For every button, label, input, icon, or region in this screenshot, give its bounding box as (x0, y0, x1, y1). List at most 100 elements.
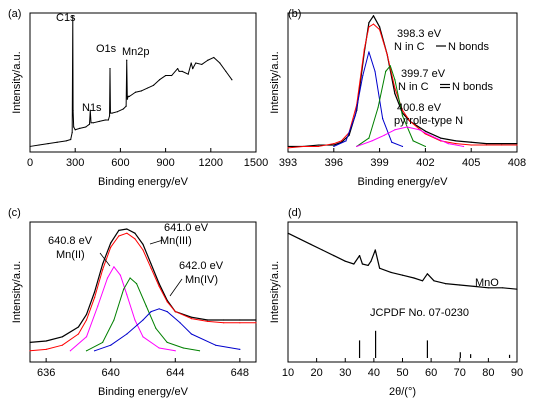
data-point (146, 87, 149, 89)
data-point (340, 140, 343, 142)
data-point (223, 319, 225, 321)
y-axis-title: Intensity/a.u. (269, 51, 281, 113)
data-point (126, 98, 128, 100)
data-point (287, 145, 289, 148)
series-line-4 (356, 126, 464, 147)
data-point (111, 112, 113, 114)
annotation-leader (149, 239, 164, 245)
data-point (310, 243, 312, 245)
x-tick-label: 396 (325, 157, 343, 169)
data-point (190, 318, 193, 320)
data-point (287, 147, 289, 149)
data-point (371, 140, 373, 142)
data-point (142, 336, 144, 338)
data-point (433, 280, 435, 282)
x-tick-label: 393 (279, 157, 297, 169)
data-point (356, 145, 358, 148)
component-energy-label: 640.8 eV (48, 235, 93, 247)
component-assignment-label: Mn(III) (160, 235, 192, 247)
data-point (401, 145, 404, 148)
data-point (418, 129, 420, 131)
data-point (61, 336, 63, 338)
data-point (374, 249, 376, 251)
x-axis-title: Binding energy/eV (98, 386, 189, 398)
data-point (192, 68, 194, 70)
y-axis-title: Intensity/a.u. (11, 51, 23, 113)
chart-panel-2: (c) 636 640 644 648 Binding energy/eV Intensit… (8, 207, 257, 398)
data-point (29, 145, 31, 148)
peak-annotation: C1s (56, 12, 76, 24)
data-point (368, 51, 370, 53)
data-point (85, 336, 88, 338)
data-point (390, 271, 392, 273)
x-tick-label: 300 (66, 157, 84, 169)
data-point (379, 267, 381, 269)
component-bond-label: N bonds (448, 41, 489, 53)
data-point (65, 140, 67, 142)
x-tick-label: 405 (462, 157, 480, 169)
data-point (389, 65, 391, 67)
data-point (501, 143, 503, 145)
data-point (72, 15, 74, 17)
data-point (134, 319, 136, 321)
data-point (501, 144, 503, 146)
data-point (333, 255, 335, 257)
data-point (459, 284, 461, 286)
data-point (391, 141, 393, 143)
peak-annotation: N1s (82, 102, 102, 114)
x-tick-label: 20 (311, 367, 323, 379)
data-point (470, 144, 472, 146)
data-point (45, 348, 47, 350)
component-assignment-label: N in C (394, 41, 425, 53)
data-point (444, 283, 447, 285)
data-point (401, 115, 404, 117)
data-point (119, 274, 121, 276)
data-point (379, 26, 381, 28)
panel-label: (c) (8, 207, 21, 219)
data-point (166, 301, 168, 303)
data-point (333, 145, 335, 148)
data-point (29, 350, 31, 352)
data-point (223, 322, 225, 324)
data-point (71, 131, 73, 134)
data-point (165, 74, 167, 77)
chart-panels: (a) 0 300 600 900 1200 1500 Binding energy/eV In… (8, 8, 526, 398)
data-point (123, 288, 125, 290)
data-point (333, 143, 335, 145)
data-point (70, 138, 72, 141)
data-point (79, 127, 81, 129)
data-point (85, 350, 88, 352)
data-point (516, 143, 518, 145)
data-point (126, 228, 128, 230)
data-point (102, 269, 104, 271)
data-point (363, 48, 365, 50)
data-point (85, 319, 88, 321)
panel-label: (b) (288, 8, 301, 20)
data-point (158, 347, 160, 349)
data-point (102, 341, 104, 343)
data-point (158, 285, 160, 287)
data-point (361, 263, 364, 265)
data-point (385, 70, 387, 72)
data-point (126, 232, 128, 234)
data-point (368, 137, 370, 139)
x-tick-label: 402 (416, 157, 434, 169)
data-point (125, 105, 127, 107)
data-point (98, 120, 100, 123)
data-point (166, 311, 168, 313)
data-point (421, 280, 424, 282)
component-energy-label: 398.3 eV (397, 28, 442, 40)
x-tick-label: 640 (102, 367, 120, 379)
data-point (287, 232, 289, 234)
phase-label: MnO (475, 277, 499, 289)
data-point (485, 144, 488, 146)
data-point (152, 84, 155, 86)
data-point (379, 29, 381, 31)
panel-label: (d) (288, 207, 301, 219)
data-point (69, 350, 71, 352)
data-point (109, 112, 112, 114)
data-point (85, 126, 87, 128)
data-point (150, 263, 152, 265)
data-point (401, 109, 404, 111)
